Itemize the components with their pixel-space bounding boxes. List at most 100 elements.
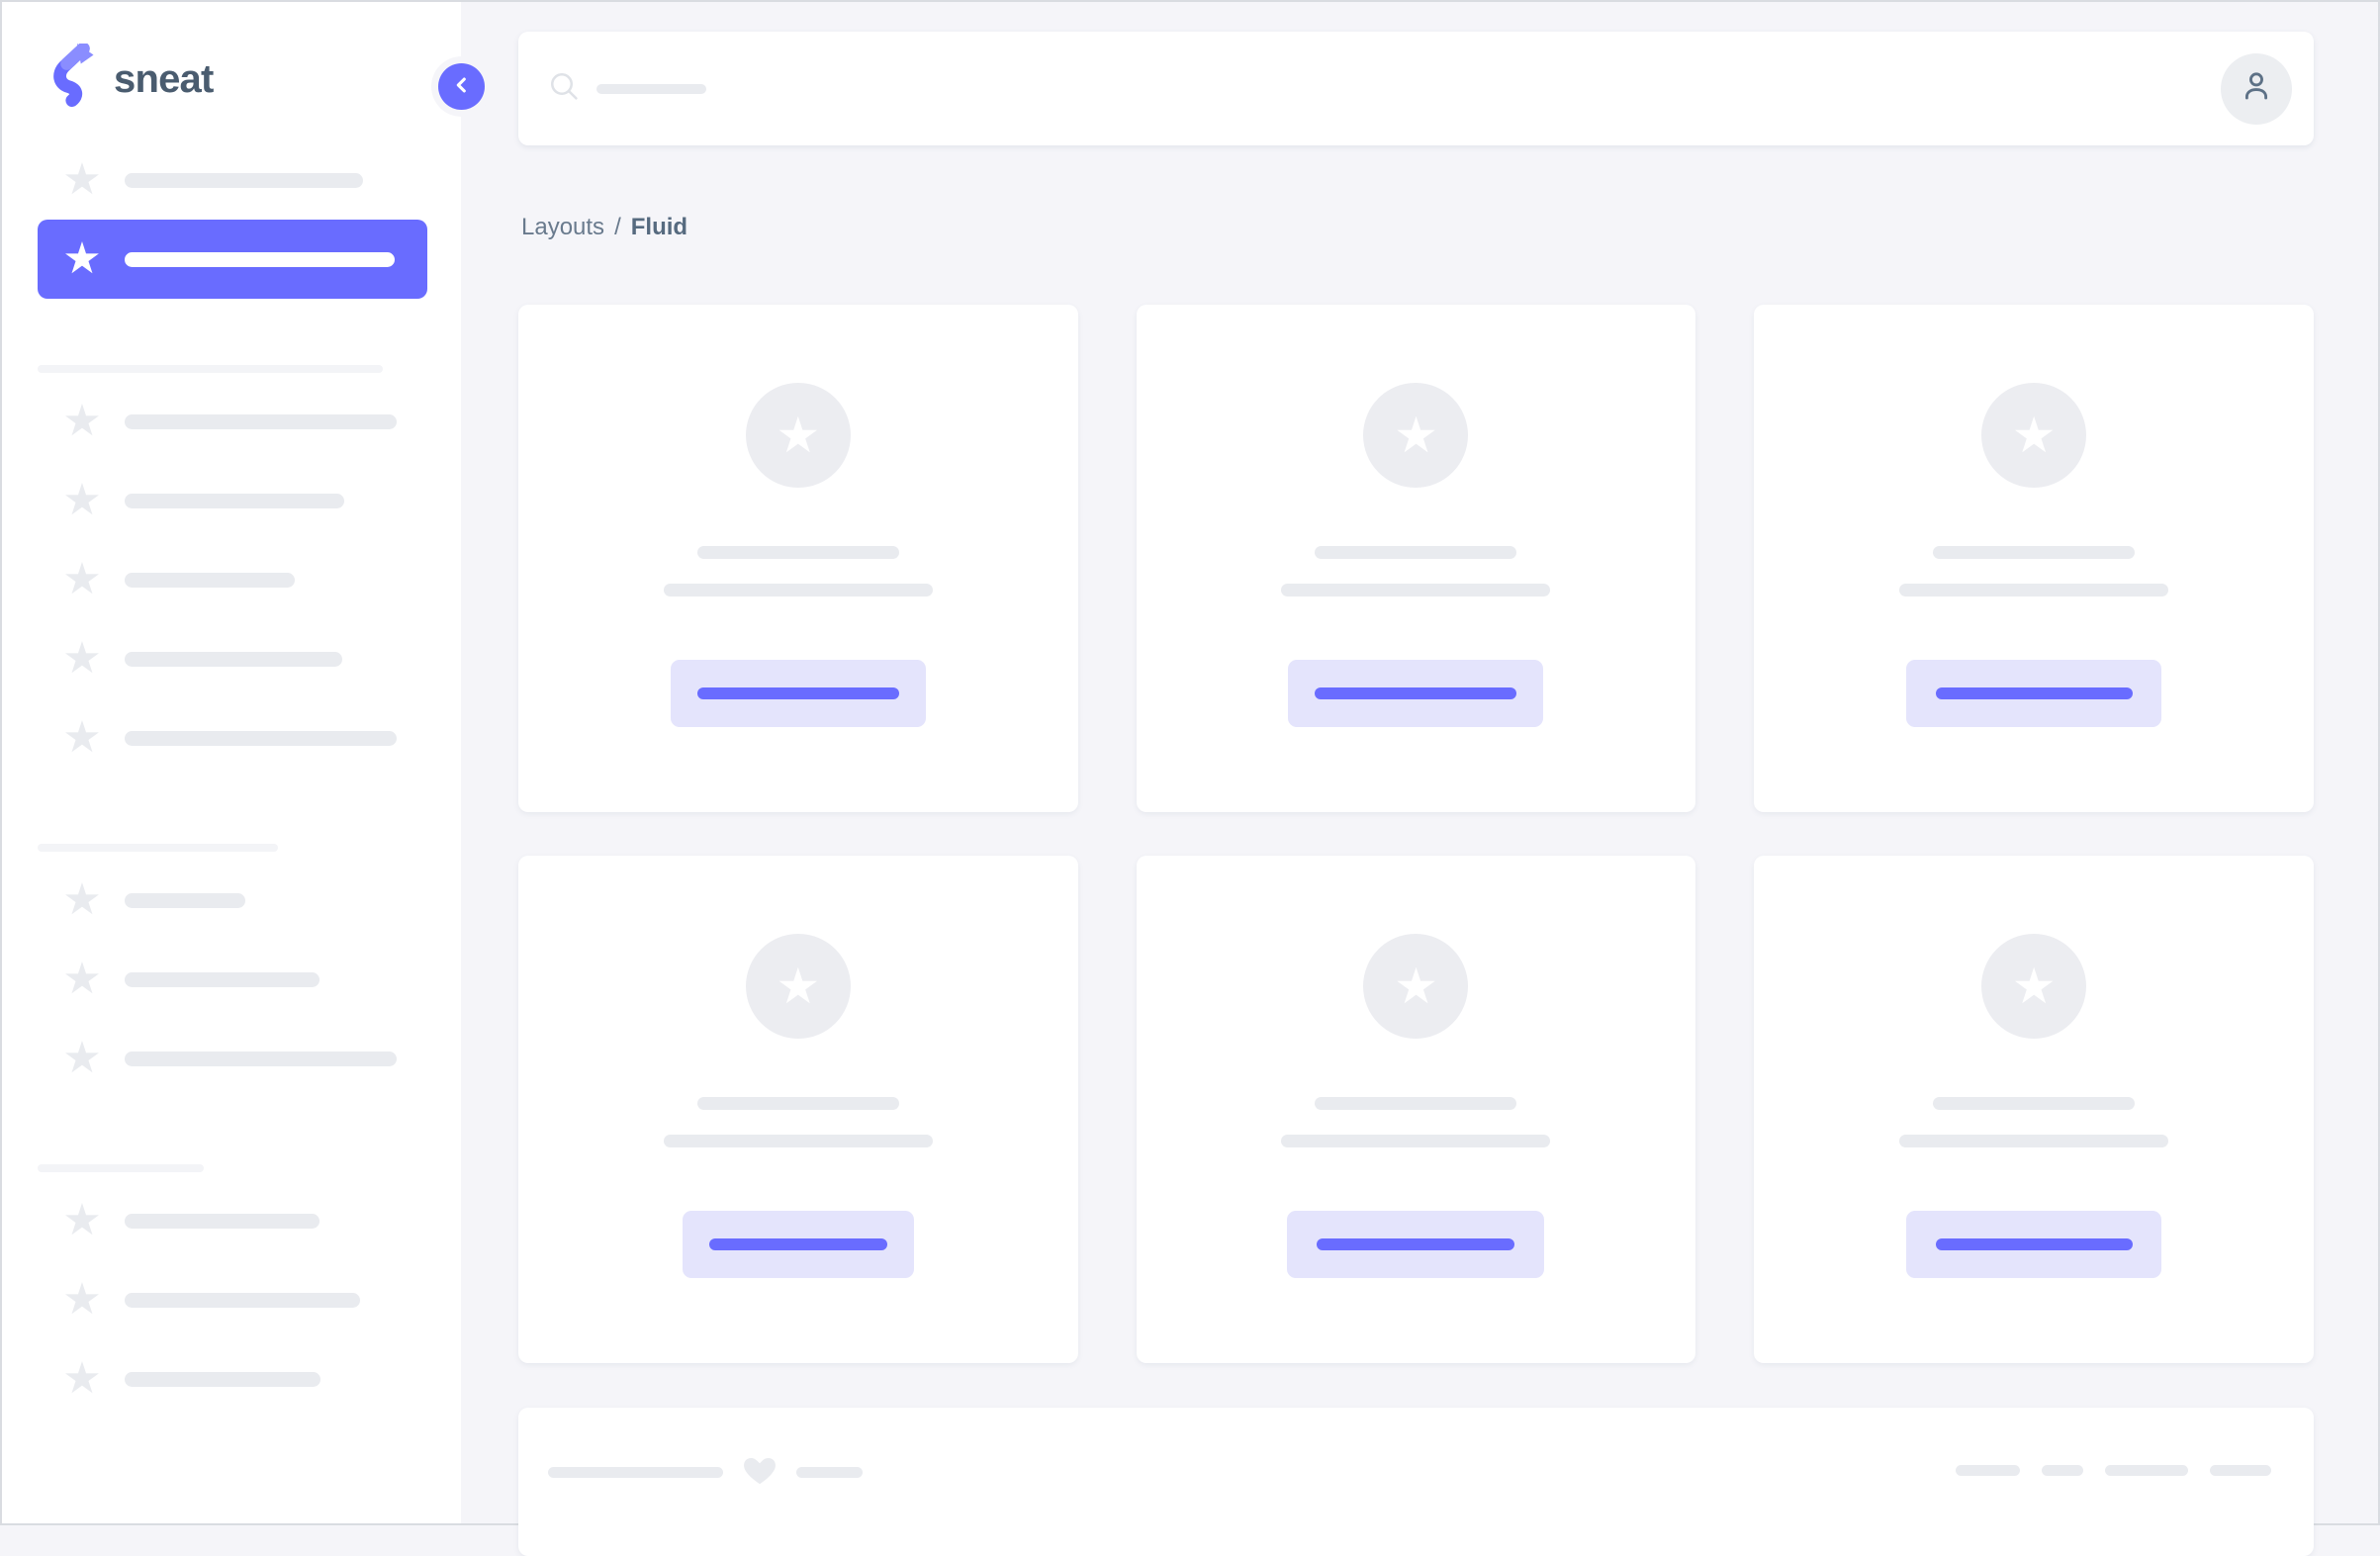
sidebar-menu-item[interactable]: ★ bbox=[38, 861, 427, 940]
button-label-placeholder-bar bbox=[1315, 687, 1517, 699]
card-title-placeholder-bar bbox=[1315, 1097, 1517, 1110]
star-icon: ★ bbox=[2011, 958, 2057, 1015]
star-icon: ★ bbox=[776, 407, 821, 464]
button-label-placeholder-bar bbox=[1935, 687, 2133, 699]
brand-name: sneat bbox=[114, 56, 214, 101]
card-subtitle-placeholder-bar bbox=[1899, 584, 2169, 596]
menu-item-placeholder-bar bbox=[125, 730, 397, 746]
user-icon bbox=[2239, 68, 2274, 109]
card-action-button[interactable] bbox=[1287, 1211, 1545, 1278]
star-icon: ★ bbox=[62, 1353, 102, 1404]
placeholder-card: ★ bbox=[1136, 305, 1696, 812]
card-subtitle-placeholder-bar bbox=[1899, 1135, 2169, 1147]
footer-placeholder-pill bbox=[2210, 1465, 2271, 1476]
heart-icon bbox=[741, 1451, 778, 1494]
star-icon: ★ bbox=[62, 154, 102, 205]
card-title-placeholder-bar bbox=[696, 546, 899, 559]
card-subtitle-placeholder-bar bbox=[663, 584, 933, 596]
card-title-placeholder-bar bbox=[1933, 1097, 2136, 1110]
menu-item-placeholder-bar bbox=[125, 1051, 397, 1066]
sidebar: sneat ★ ★ ★ ★ ★ ★ ★ ★ ★ bbox=[2, 2, 485, 1523]
menu-item-placeholder-bar bbox=[125, 651, 342, 667]
star-icon: ★ bbox=[62, 475, 102, 525]
footer-card-left bbox=[548, 1451, 863, 1494]
card-title-placeholder-bar bbox=[696, 1097, 899, 1110]
breadcrumb-separator: / bbox=[614, 214, 621, 240]
user-avatar[interactable] bbox=[2221, 52, 2292, 125]
footer-placeholder-pill bbox=[1956, 1465, 2020, 1476]
search-bar[interactable] bbox=[548, 70, 2221, 107]
card-action-button[interactable] bbox=[1288, 660, 1544, 727]
star-icon: ★ bbox=[62, 874, 102, 925]
cards-grid: ★ ★ ★ ★ ★ bbox=[518, 305, 2314, 1363]
button-label-placeholder-bar bbox=[708, 1238, 887, 1250]
sidebar-menu-item[interactable]: ★ bbox=[38, 1181, 427, 1260]
star-icon: ★ bbox=[62, 1274, 102, 1325]
card-action-button[interactable] bbox=[1906, 1211, 2162, 1278]
star-icon: ★ bbox=[1394, 407, 1438, 464]
placeholder-card: ★ bbox=[1136, 856, 1696, 1363]
sidebar-menu-item[interactable]: ★ bbox=[38, 540, 427, 619]
sidebar-menu-item[interactable]: ★ bbox=[38, 698, 427, 778]
footer-card-pills bbox=[1956, 1451, 2271, 1476]
menu-item-placeholder-bar bbox=[125, 892, 245, 908]
placeholder-card: ★ bbox=[518, 305, 1078, 812]
footer-placeholder-pill bbox=[2042, 1465, 2083, 1476]
sidebar-menu-item[interactable]: ★ bbox=[38, 461, 427, 540]
menu-item-placeholder-bar bbox=[125, 172, 363, 188]
sidebar-menu-item[interactable]: ★ bbox=[38, 140, 427, 220]
footer-placeholder-bar bbox=[796, 1467, 863, 1478]
placeholder-card: ★ bbox=[1754, 305, 2314, 812]
sidebar-menu-item-active[interactable]: ★ bbox=[38, 220, 427, 299]
card-subtitle-placeholder-bar bbox=[1281, 584, 1551, 596]
card-avatar: ★ bbox=[1363, 383, 1469, 488]
breadcrumb: Layouts / Fluid bbox=[521, 209, 2314, 245]
button-label-placeholder-bar bbox=[1935, 1238, 2133, 1250]
card-action-button[interactable] bbox=[670, 660, 926, 727]
star-icon: ★ bbox=[62, 396, 102, 446]
menu-item-placeholder-bar bbox=[125, 1371, 320, 1387]
brand: sneat bbox=[2, 2, 461, 114]
card-avatar: ★ bbox=[745, 934, 851, 1039]
star-icon: ★ bbox=[776, 958, 821, 1015]
star-icon: ★ bbox=[62, 1195, 102, 1245]
star-icon: ★ bbox=[1394, 958, 1438, 1015]
sidebar-menu-item[interactable]: ★ bbox=[38, 1260, 427, 1339]
card-title-placeholder-bar bbox=[1933, 546, 2136, 559]
menu-item-placeholder-bar bbox=[125, 1213, 320, 1229]
button-label-placeholder-bar bbox=[1317, 1238, 1515, 1250]
search-icon bbox=[548, 70, 580, 107]
sidebar-collapse-button[interactable] bbox=[438, 63, 485, 110]
sidebar-menu-item[interactable]: ★ bbox=[38, 382, 427, 461]
breadcrumb-parent[interactable]: Layouts bbox=[521, 214, 605, 240]
menu-item-placeholder-bar bbox=[125, 251, 395, 267]
footer-placeholder-bar bbox=[548, 1467, 723, 1478]
navbar bbox=[518, 32, 2314, 145]
star-icon: ★ bbox=[62, 633, 102, 684]
card-subtitle-placeholder-bar bbox=[1281, 1135, 1551, 1147]
sidebar-menu-item[interactable]: ★ bbox=[38, 1339, 427, 1419]
breadcrumb-current: Fluid bbox=[630, 214, 688, 240]
sidebar-menu-item[interactable]: ★ bbox=[38, 1019, 427, 1098]
card-avatar: ★ bbox=[745, 383, 851, 488]
card-subtitle-placeholder-bar bbox=[663, 1135, 933, 1147]
button-label-placeholder-bar bbox=[696, 687, 899, 699]
footer-card bbox=[518, 1408, 2314, 1556]
footer-placeholder-pill bbox=[2105, 1465, 2188, 1476]
sidebar-menu-item[interactable]: ★ bbox=[38, 619, 427, 698]
card-action-button[interactable] bbox=[1906, 660, 2162, 727]
card-action-button[interactable] bbox=[682, 1211, 914, 1278]
menu-item-placeholder-bar bbox=[125, 1292, 360, 1308]
star-icon: ★ bbox=[2011, 407, 2057, 464]
star-icon: ★ bbox=[62, 1033, 102, 1083]
card-avatar: ★ bbox=[1363, 934, 1469, 1039]
placeholder-card: ★ bbox=[1754, 856, 2314, 1363]
menu-item-placeholder-bar bbox=[125, 971, 320, 987]
search-placeholder-bar bbox=[596, 83, 706, 94]
star-icon: ★ bbox=[62, 954, 102, 1004]
sidebar-menu-item[interactable]: ★ bbox=[38, 940, 427, 1019]
menu-section-divider bbox=[38, 844, 278, 852]
card-avatar: ★ bbox=[1981, 383, 2087, 488]
placeholder-card: ★ bbox=[518, 856, 1078, 1363]
